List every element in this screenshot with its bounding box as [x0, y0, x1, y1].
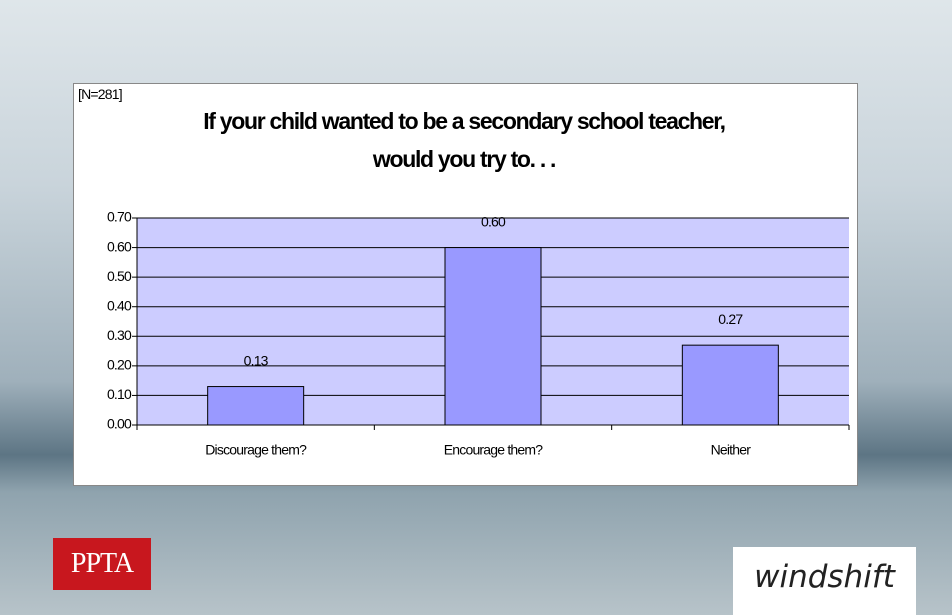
value-label: 0.27: [718, 311, 743, 327]
chart: 0.00 0.10 0.20 0.30 0.40 0.50 0.60 0.70 Discoura…: [107, 209, 850, 458]
y-tick-label: 0.50: [107, 268, 132, 284]
sample-size-note: [N=281]: [78, 86, 123, 102]
chart-title: If your child wanted to be a secondary s…: [203, 108, 726, 172]
x-tick-label: Encourage them?: [444, 442, 544, 458]
y-tick-label: 0.40: [107, 297, 132, 313]
value-label: 0.60: [481, 213, 506, 229]
windshift-logo: windshift: [733, 547, 916, 615]
y-tick-label: 0.30: [107, 327, 132, 343]
ppta-logo: PPTA: [53, 538, 151, 590]
bar: [444, 247, 542, 426]
x-tick-label: Discourage them?: [205, 442, 307, 458]
value-label: 0.13: [244, 352, 269, 368]
bar: [681, 344, 779, 426]
y-tick-label: 0.00: [107, 416, 132, 432]
y-tick-label: 0.10: [107, 386, 132, 402]
x-tick-label: Neither: [711, 442, 752, 458]
bar: [207, 386, 305, 426]
y-tick-label: 0.60: [107, 238, 132, 254]
y-tick-label: 0.20: [107, 357, 132, 373]
y-tick-label: 0.70: [107, 209, 132, 225]
chart-panel: 0.00 0.10 0.20 0.30 0.40 0.50 0.60 0.70 Discoura…: [73, 83, 858, 486]
